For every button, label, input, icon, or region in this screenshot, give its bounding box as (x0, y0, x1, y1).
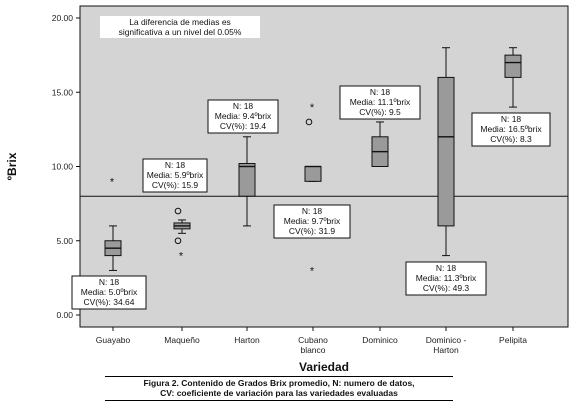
stat-label-line: N: 18 (233, 101, 254, 111)
stat-label-line: N: 18 (165, 160, 186, 170)
significance-note-bg (100, 16, 260, 38)
x-tick-label: Maqueño (164, 335, 200, 345)
box-group (238, 136, 256, 227)
stat-label-line: Media: 5.9ºbrix (147, 170, 204, 180)
box-group: ** (304, 102, 322, 277)
stat-label-line: N: 18 (436, 263, 457, 273)
box-marks: **** (104, 47, 522, 277)
stat-label-line: Media: 9.4ºbrix (215, 111, 272, 121)
significance-note-line: La diferencia de medias es (129, 17, 231, 27)
stat-label-line: N: 18 (99, 277, 120, 287)
x-tick-label: Dominico (362, 335, 398, 345)
outlier-star: * (310, 265, 315, 277)
axes: 0.00 5.00 10.00 15.00 20.00 Guayabo Maqueño Har… (5, 13, 527, 374)
caption-line-2: CV: coeficiente de variación para las va… (160, 388, 398, 398)
stat-label-frame (471, 112, 551, 147)
stat-label-frame (207, 99, 279, 134)
stat-label-line: N: 18 (501, 114, 522, 124)
stat-label-line: CV(%): 31.9 (289, 226, 336, 236)
stat-label-frame (71, 275, 147, 310)
stat-label-frame (339, 85, 421, 120)
y-axis-title: ºBrix (5, 152, 19, 180)
box-group (371, 121, 389, 168)
caption-line-1: Figura 2. Contenido de Grados Brix prome… (143, 378, 415, 388)
stat-label-line: CV(%): 49.3 (423, 283, 470, 293)
x-tick-label: Pelipita (499, 335, 527, 345)
y-tick-label: 10.00 (52, 162, 74, 172)
x-tick-label: Guayabo (96, 335, 131, 345)
stat-label-line: Media: 9.7ºbrix (284, 216, 341, 226)
stat-label-line: CV(%): 8.3 (490, 134, 532, 144)
box-group: * (104, 176, 122, 271)
stat-label-line: Media: 11.3ºbrix (416, 273, 477, 283)
stat-label-line: CV(%): 19.4 (220, 121, 267, 131)
box-group: * (173, 207, 191, 263)
box-group (437, 47, 455, 257)
x-tick-label: Cubano (298, 335, 328, 345)
box (437, 76, 455, 227)
outlier-star: * (110, 176, 115, 188)
x-tick-label: Dominico - (426, 335, 467, 345)
stat-label-line: CV(%): 15.9 (152, 180, 199, 190)
stat-label-line: CV(%): 34.64 (83, 297, 134, 307)
stat-label-line: N: 18 (302, 206, 323, 216)
x-tick-label: Harton (234, 335, 260, 345)
significance-note: La diferencia de medias essignificativa … (100, 16, 260, 38)
outlier-circle (305, 118, 313, 126)
y-tick-label: 20.00 (52, 13, 74, 23)
stat-label-line: Media: 16.5ºbrix (480, 124, 542, 134)
outlier-circle (174, 237, 182, 245)
x-axis-title: Variedad (299, 360, 349, 374)
x-tick-label: Harton (433, 345, 459, 355)
outlier-circle (174, 207, 182, 215)
box (304, 166, 322, 182)
x-tick-label: blanco (300, 345, 325, 355)
y-tick-label: 5.00 (56, 236, 73, 246)
box-group (504, 47, 522, 108)
stat-label-frame (405, 261, 487, 296)
figure-caption: Figura 2. Contenido de Grados Brix prome… (105, 376, 453, 401)
outlier-star: * (310, 102, 315, 114)
box (238, 163, 256, 197)
stat-label-line: Media: 11.1ºbrix (350, 97, 411, 107)
significance-note-line: significativa a un nivel del 0.05% (119, 27, 242, 37)
stat-label-line: N: 18 (370, 87, 391, 97)
y-tick-label: 0.00 (56, 310, 73, 320)
outlier-star: * (179, 251, 184, 263)
y-tick-label: 15.00 (52, 87, 74, 97)
stat-label-line: Media: 5.0ºbrix (81, 287, 138, 297)
stat-label-frame (273, 204, 351, 239)
stat-label-line: CV(%): 9.5 (359, 107, 401, 117)
box (504, 54, 522, 78)
stat-label-frame (142, 158, 208, 193)
